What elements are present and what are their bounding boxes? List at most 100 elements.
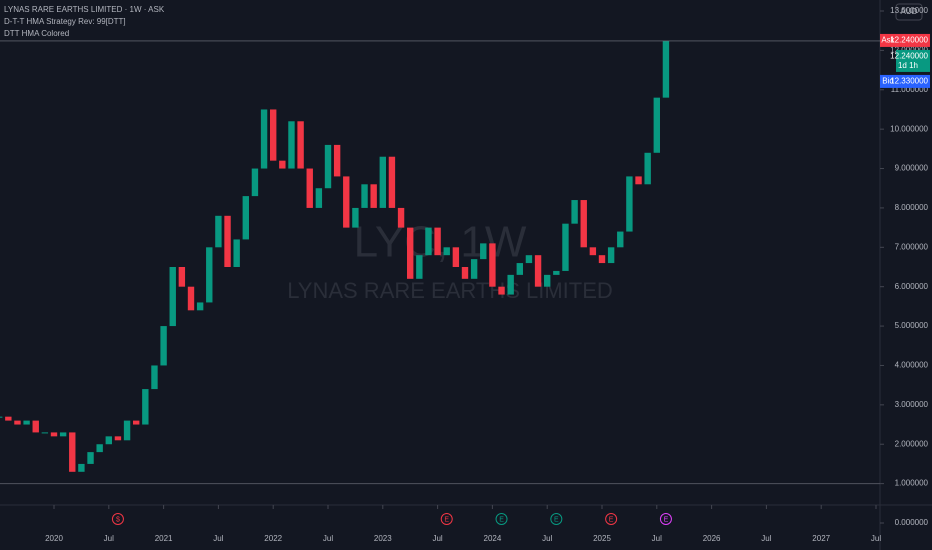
- x-tick-label: 2022: [264, 534, 282, 543]
- currency[interactable]: AUD: [901, 7, 918, 16]
- candle: [224, 215, 231, 267]
- y-tick-label: 3.000000: [895, 400, 929, 409]
- price-label-tag: [880, 33, 896, 47]
- y-tick-label: 2.000000: [895, 439, 929, 448]
- x-tick-label: 2027: [812, 534, 830, 543]
- candle: [324, 144, 332, 189]
- candle: [662, 40, 670, 98]
- candle: [644, 152, 651, 185]
- price-label-box: [896, 33, 930, 47]
- event-marker: [440, 513, 453, 525]
- candle: [32, 420, 39, 433]
- y-tick-label: 13.000000: [890, 6, 928, 15]
- price-label-name: Ask: [881, 36, 895, 45]
- candle: [525, 255, 533, 264]
- candle: [461, 267, 469, 279]
- event-label: $: [116, 516, 120, 523]
- candle: [607, 247, 615, 264]
- candle: [534, 255, 542, 287]
- candle: [233, 239, 240, 267]
- y-tick-label: 8.000000: [895, 203, 929, 212]
- candle: [206, 247, 213, 303]
- candle: [333, 144, 341, 177]
- x-tick-label: Jul: [871, 534, 881, 543]
- chart-title: LYNAS RARE EARTHS LIMITED · 1W · ASK: [4, 5, 165, 14]
- event-marker: [659, 513, 672, 525]
- x-tick-label: 2026: [703, 534, 721, 543]
- candle: [78, 463, 85, 472]
- event-label: E: [554, 516, 559, 523]
- event-label: E: [664, 516, 669, 523]
- candle: [270, 109, 277, 161]
- candle: [169, 267, 176, 327]
- candle: [50, 432, 58, 437]
- currency-box[interactable]: [895, 3, 923, 21]
- event-label: E: [444, 516, 449, 523]
- price-label-name: Bid: [882, 77, 894, 86]
- event-label: E: [609, 516, 614, 523]
- x-tick-label: Jul: [432, 534, 442, 543]
- price-label-box: [896, 49, 930, 72]
- candle: [242, 196, 249, 240]
- candle: [379, 156, 386, 208]
- candle: [178, 267, 186, 287]
- candle: [59, 432, 67, 437]
- watermark: LYNAS RARE EARTHS LIMITED: [287, 278, 613, 303]
- price-label-box: [896, 74, 930, 88]
- y-tick-label: 1.000000: [895, 479, 929, 488]
- candle: [617, 231, 624, 248]
- candle: [489, 243, 496, 287]
- candle: [425, 227, 432, 256]
- y-tick-label: 6.000000: [895, 282, 929, 291]
- candle: [452, 247, 460, 267]
- price-label-tag: [880, 74, 896, 88]
- y-tick-label: 4.000000: [895, 361, 929, 370]
- x-tick-label: Jul: [652, 534, 662, 543]
- x-tick-label: Jul: [761, 534, 771, 543]
- candle: [626, 176, 633, 232]
- y-tick-label: 5.000000: [895, 321, 929, 330]
- x-tick-label: Jul: [104, 534, 114, 543]
- candle: [352, 207, 359, 228]
- candle: [315, 188, 323, 208]
- candle: [598, 255, 606, 264]
- candle: [160, 326, 167, 366]
- candle: [260, 109, 268, 169]
- indicator: D-T-T HMA Strategy Rev: 99[DTT]: [4, 17, 126, 26]
- candle: [288, 121, 295, 169]
- event-marker: [550, 513, 563, 525]
- candle: [187, 286, 195, 311]
- y-tick-label: 11.000000: [891, 85, 929, 94]
- x-tick-label: 2025: [593, 534, 611, 543]
- candle: [470, 259, 478, 279]
- event-label: E: [499, 516, 504, 523]
- candle: [41, 432, 49, 434]
- y-tick-label: 9.000000: [895, 164, 929, 173]
- candle: [370, 184, 377, 208]
- x-tick-label: Jul: [213, 534, 223, 543]
- price-label: 12.240000: [890, 52, 928, 61]
- candle: [516, 263, 523, 275]
- candle: [297, 121, 304, 169]
- event-marker: [111, 513, 124, 525]
- candle: [14, 420, 21, 425]
- candle: [443, 247, 450, 256]
- candle: [571, 200, 578, 224]
- candle: [580, 200, 587, 248]
- candle: [507, 274, 514, 295]
- candle: [434, 227, 441, 256]
- indicator: DTT HMA Colored: [4, 29, 69, 38]
- candle: [96, 444, 103, 453]
- candle: [388, 156, 396, 208]
- candle: [133, 420, 140, 425]
- candle: [306, 168, 313, 208]
- candle: [105, 436, 112, 445]
- candle: [480, 243, 487, 260]
- candle: [151, 365, 158, 390]
- candle: [23, 420, 30, 425]
- candle: [407, 227, 414, 279]
- candle: [279, 160, 286, 169]
- x-tick-label: Jul: [323, 534, 333, 543]
- candle: [123, 420, 131, 441]
